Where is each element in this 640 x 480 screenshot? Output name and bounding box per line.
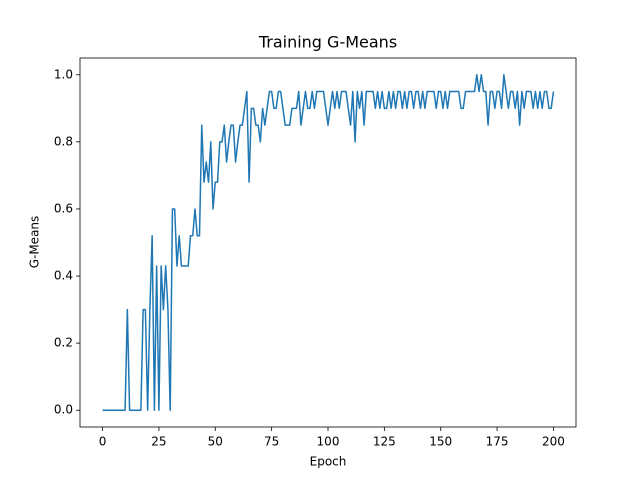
x-tick-label: 75: [264, 435, 279, 449]
x-tick-label: 200: [542, 435, 565, 449]
y-tick-label: 0.2: [54, 336, 73, 350]
y-tick-label: 0.4: [54, 269, 73, 283]
x-tick-label: 150: [429, 435, 452, 449]
data-line: [102, 74, 555, 411]
x-tick-label: 175: [486, 435, 509, 449]
x-tick-label: 50: [208, 435, 223, 449]
chart-title: Training G-Means: [258, 33, 397, 52]
x-axis-label: Epoch: [310, 455, 347, 469]
y-tick-label: 0.8: [54, 134, 73, 148]
y-tick-label: 0.0: [54, 403, 73, 417]
y-axis-label: G-Means: [28, 216, 42, 269]
y-tick-label: 1.0: [54, 67, 73, 81]
y-tick-label: 0.6: [54, 201, 73, 215]
x-tick-label: 125: [373, 435, 396, 449]
x-tick-label: 25: [151, 435, 166, 449]
plot-frame: [79, 57, 577, 428]
x-tick-label: 0: [99, 435, 107, 449]
x-tick-label: 100: [317, 435, 340, 449]
